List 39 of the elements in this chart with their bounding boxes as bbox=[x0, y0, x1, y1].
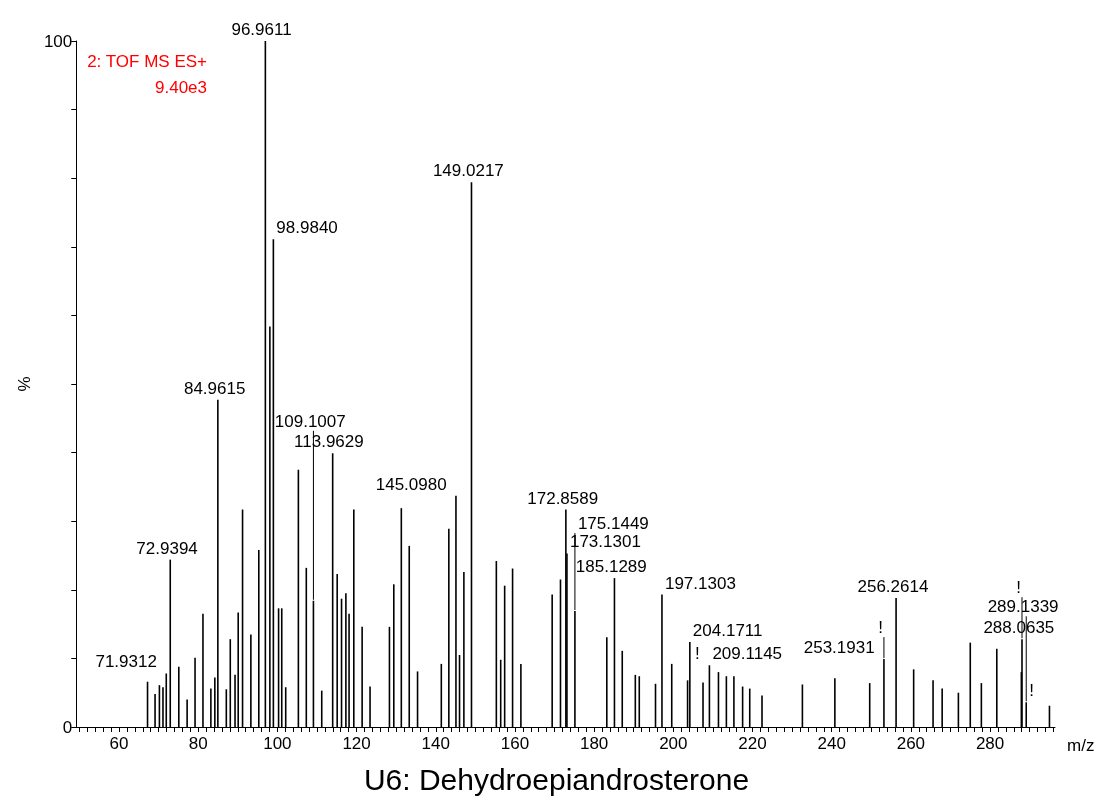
x-tick-label: 220 bbox=[738, 734, 767, 753]
annotation: 109.1007 bbox=[274, 411, 346, 431]
annotation: 145.0980 bbox=[375, 474, 447, 494]
x-tick-label: 280 bbox=[975, 734, 1005, 753]
annotation: ! bbox=[1016, 578, 1022, 598]
annotation: 253.1931 bbox=[803, 638, 875, 658]
x-tick-label: 140 bbox=[421, 734, 450, 753]
annotation: 72.9394 bbox=[136, 538, 198, 558]
x-tick-label: 60 bbox=[109, 734, 129, 753]
x-tick-label: 160 bbox=[500, 734, 530, 753]
annotation: ! bbox=[695, 644, 700, 664]
annotation: 9.40e3 bbox=[155, 78, 207, 97]
x-tick-label: 260 bbox=[896, 734, 926, 753]
annotation: 96.9611 bbox=[231, 20, 292, 39]
annotation: 175.1449 bbox=[577, 514, 649, 534]
annotation: 209.1145 bbox=[712, 644, 783, 664]
annotation: 149.0217 bbox=[432, 161, 504, 181]
annotation: ! bbox=[1029, 681, 1034, 701]
annotation: ! bbox=[878, 618, 883, 638]
annotation: 2: TOF MS ES+ bbox=[87, 52, 208, 71]
x-tick-label: 100 bbox=[263, 734, 292, 753]
x-tick-label: 120 bbox=[342, 734, 371, 753]
annotation: 289.1339 bbox=[987, 597, 1059, 617]
annotation: 84.9615 bbox=[183, 378, 246, 398]
annotation: 71.9312 bbox=[95, 652, 157, 672]
y-axis-title: % bbox=[15, 376, 34, 392]
annotation: 98.9840 bbox=[276, 218, 338, 238]
x-tick-label: 200 bbox=[659, 734, 688, 753]
annotation: 185.1289 bbox=[575, 557, 647, 577]
annotation: 197.1303 bbox=[664, 573, 736, 593]
x-axis-title: m/z bbox=[1067, 736, 1095, 755]
annotation: 204.1711 bbox=[692, 620, 763, 640]
annotation: 172.8589 bbox=[527, 488, 599, 508]
x-tick-label: 80 bbox=[188, 734, 208, 753]
x-tick-label: 180 bbox=[579, 734, 609, 753]
text: U6: Dehydroepiandrosterone bbox=[363, 762, 750, 796]
annotation: 256.2614 bbox=[857, 577, 929, 597]
y-tick-label: 0 bbox=[62, 717, 73, 737]
x-tick-label: 240 bbox=[817, 734, 846, 753]
